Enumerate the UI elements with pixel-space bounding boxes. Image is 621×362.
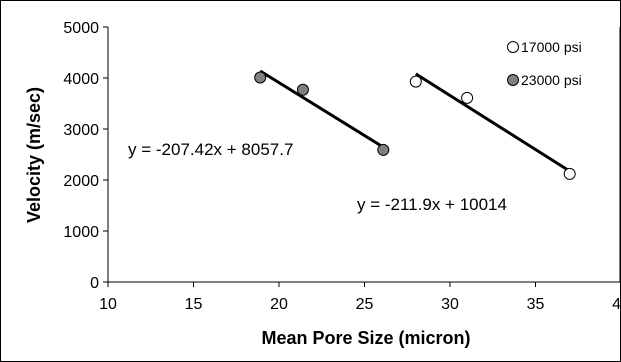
legend: 17000 psi 23000 psi bbox=[507, 39, 582, 88]
y-tick-label: 4000 bbox=[63, 71, 99, 88]
data-point bbox=[563, 167, 576, 180]
y-tick-label: 3000 bbox=[63, 122, 99, 139]
data-points bbox=[254, 71, 576, 180]
data-point bbox=[409, 75, 422, 88]
data-point bbox=[377, 143, 390, 156]
trendlines bbox=[259, 69, 571, 173]
y-axis-title: Velocity (m/sec) bbox=[24, 87, 44, 223]
x-tick-label: 25 bbox=[356, 296, 374, 313]
x-tick-label: 10 bbox=[99, 296, 117, 313]
trendline-equations: y = -207.42x + 8057.7 y = -211.9x + 10014 bbox=[128, 140, 507, 214]
y-tick-label: 0 bbox=[90, 275, 99, 292]
legend-marker bbox=[507, 41, 519, 53]
trendline-equation: y = -207.42x + 8057.7 bbox=[128, 140, 293, 159]
legend-marker bbox=[507, 74, 519, 86]
y-tick-label: 2000 bbox=[63, 173, 99, 190]
x-tick-label: 15 bbox=[185, 296, 203, 313]
trendline bbox=[259, 69, 385, 149]
legend-label: 23000 psi bbox=[521, 72, 582, 88]
data-point bbox=[296, 83, 309, 96]
data-point bbox=[254, 71, 267, 84]
x-axis-title: Mean Pore Size (micron) bbox=[261, 328, 470, 348]
trendline bbox=[414, 72, 571, 173]
x-tick-label: 35 bbox=[527, 296, 545, 313]
x-tick-label: 20 bbox=[270, 296, 288, 313]
x-tick-label: 40 bbox=[612, 296, 621, 313]
y-tick-label: 5000 bbox=[63, 20, 99, 37]
trendline-equation: y = -211.9x + 10014 bbox=[357, 195, 507, 214]
legend-label: 17000 psi bbox=[521, 39, 582, 55]
y-tick-label: 1000 bbox=[63, 224, 99, 241]
y-ticks: 0 1000 2000 3000 4000 5000 bbox=[63, 20, 108, 292]
x-ticks: 10 15 20 25 30 35 40 bbox=[99, 282, 621, 313]
x-tick-label: 30 bbox=[441, 296, 459, 313]
data-point bbox=[461, 91, 474, 104]
